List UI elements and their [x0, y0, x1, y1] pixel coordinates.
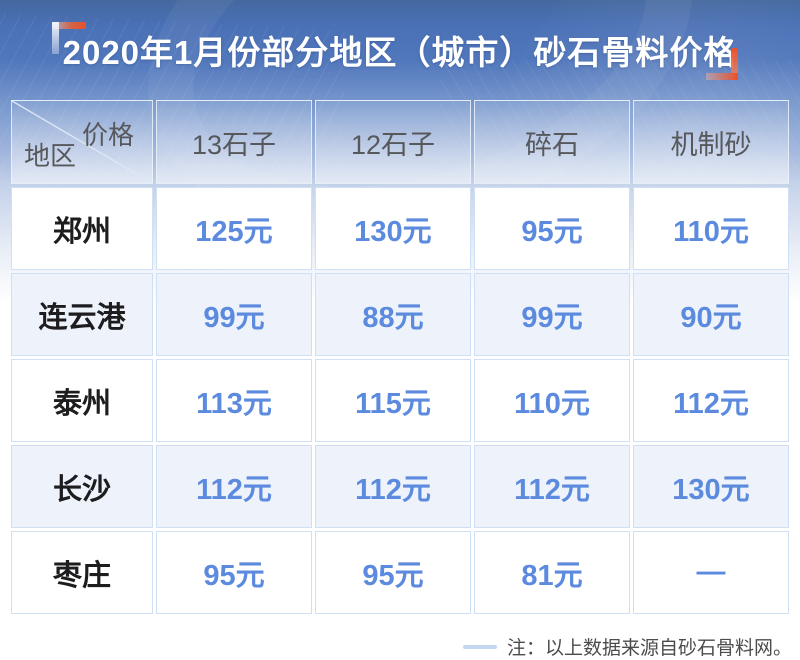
price-value: 115元: [315, 359, 471, 442]
column-header: 12石子: [315, 100, 471, 184]
region-name: 长沙: [11, 445, 153, 528]
column-header: 碎石: [474, 100, 630, 184]
price-value: 88元: [315, 273, 471, 356]
corner-label-price: 价格: [81, 120, 134, 150]
price-value: 125元: [156, 187, 312, 270]
price-value: 112元: [474, 445, 630, 528]
price-value: 112元: [156, 445, 312, 528]
source-footnote: 注：以上数据来源自砂石骨料网。: [462, 633, 792, 660]
price-value: 99元: [156, 273, 312, 356]
price-value: 112元: [633, 359, 789, 442]
price-value: 99元: [474, 273, 630, 356]
footnote-text: 注：以上数据来源自砂石骨料网。: [506, 638, 792, 659]
price-value: 130元: [315, 187, 471, 270]
price-value: 81元: [474, 531, 630, 614]
corner-header-cell: 价格 地区: [11, 100, 153, 184]
region-name: 泰州: [11, 359, 153, 442]
price-value: 95元: [315, 531, 471, 614]
price-value: 113元: [156, 359, 312, 442]
price-value: 110元: [474, 359, 630, 442]
region-name: 郑州: [11, 187, 153, 270]
price-table: 价格 地区 13石子 12石子 碎石 机制砂 郑州 125元 130元 95元 …: [8, 97, 792, 617]
table-row: 长沙 112元 112元 112元 130元: [11, 445, 789, 528]
column-header: 机制砂: [633, 100, 789, 184]
title-bracket-bottom-right-icon: [706, 48, 738, 80]
region-name: 连云港: [11, 273, 153, 356]
note-dash-icon: [462, 644, 497, 649]
price-value: —: [633, 531, 789, 614]
price-value: 95元: [474, 187, 630, 270]
price-value: 95元: [156, 531, 312, 614]
price-value: 112元: [315, 445, 471, 528]
table-row: 枣庄 95元 95元 81元 —: [11, 531, 789, 614]
diagonal-divider: [12, 101, 152, 183]
table-row: 连云港 99元 88元 99元 90元: [11, 273, 789, 356]
title-banner: 2020年1月份部分地区（城市）砂石骨料价格: [0, 0, 800, 96]
price-value: 130元: [633, 445, 789, 528]
price-value: 90元: [633, 273, 789, 356]
table-header-row: 价格 地区 13石子 12石子 碎石 机制砂: [11, 100, 789, 184]
corner-label-region: 地区: [24, 141, 77, 171]
table-row: 泰州 113元 115元 110元 112元: [11, 359, 789, 442]
table-row: 郑州 125元 130元 95元 110元: [11, 187, 789, 270]
page-title: 2020年1月份部分地区（城市）砂石骨料价格: [62, 34, 738, 71]
region-name: 枣庄: [11, 531, 153, 614]
column-header: 13石子: [156, 100, 312, 184]
title-bracket-top-left-icon: [52, 22, 86, 54]
price-value: 110元: [633, 187, 789, 270]
